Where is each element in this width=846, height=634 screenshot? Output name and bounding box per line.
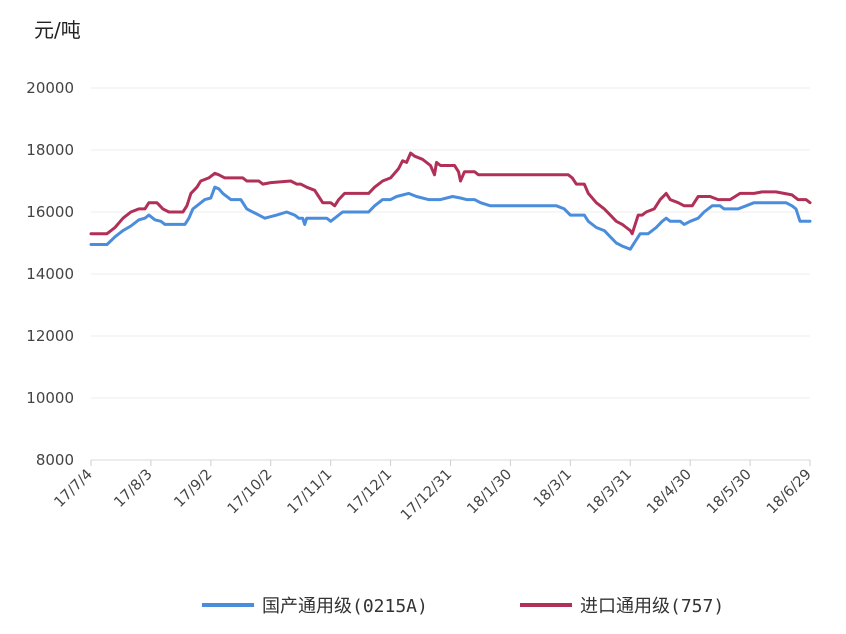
y-tick-label: 14000 bbox=[26, 265, 74, 283]
x-tick-label: 18/1/30 bbox=[464, 467, 515, 518]
x-tick-label: 18/3/31 bbox=[584, 467, 635, 518]
y-tick-label: 12000 bbox=[26, 327, 74, 345]
y-axis-unit-label: 元/吨 bbox=[34, 18, 81, 42]
x-tick-label: 18/5/30 bbox=[704, 467, 755, 518]
series-line-domestic bbox=[89, 185, 812, 251]
x-tick-label: 17/12/31 bbox=[398, 467, 455, 524]
legend: 国产通用级(0215A) 进口通用级(757) bbox=[0, 592, 846, 618]
x-tick-label: 17/8/3 bbox=[111, 467, 155, 511]
y-tick-label: 20000 bbox=[26, 79, 74, 97]
y-tick-label: 18000 bbox=[26, 141, 74, 159]
legend-label-imported: 进口通用级(757) bbox=[580, 596, 725, 617]
x-tick-label: 18/6/29 bbox=[764, 467, 815, 518]
x-tick-label: 17/9/2 bbox=[171, 467, 215, 511]
legend-item-imported: 进口通用级(757) bbox=[520, 592, 724, 618]
x-tick-label: 18/3/1 bbox=[531, 467, 575, 511]
y-tick-label: 10000 bbox=[26, 389, 74, 407]
grid-lines bbox=[91, 87, 810, 461]
legend-item-domestic: 国产通用级(0215A) bbox=[202, 592, 428, 618]
x-tick-label: 17/7/4 bbox=[52, 467, 96, 511]
x-tick-label: 18/4/30 bbox=[644, 467, 695, 518]
x-tick-label: 17/11/1 bbox=[285, 467, 336, 518]
x-axis-ticks: 17/7/4 17/8/3 17/9/2 17/10/2 17/11/1 17/12/1 1… bbox=[52, 460, 815, 524]
y-tick-label: 8000 bbox=[36, 451, 74, 469]
y-tick-label: 16000 bbox=[26, 203, 74, 221]
series-lines bbox=[89, 151, 812, 251]
series-line-imported bbox=[89, 151, 812, 236]
legend-label-domestic: 国产通用级(0215A) bbox=[262, 596, 428, 617]
legend-swatch-domestic bbox=[202, 603, 254, 607]
x-tick-label: 17/10/2 bbox=[225, 467, 276, 518]
x-tick-label: 17/12/1 bbox=[345, 467, 396, 518]
legend-swatch-imported bbox=[520, 603, 572, 607]
y-axis-ticks: 8000 10000 12000 14000 16000 18000 20000 bbox=[26, 79, 74, 469]
